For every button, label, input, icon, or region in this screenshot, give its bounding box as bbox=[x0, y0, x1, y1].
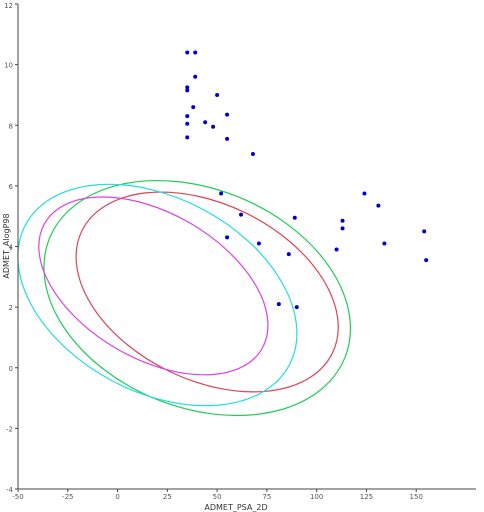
y-ticks: -4 -2 0 2 4 6 8 10 12 bbox=[4, 2, 18, 494]
data-point-14 bbox=[225, 136, 230, 141]
data-point-4 bbox=[185, 85, 190, 90]
x-axis-label: ADMET_PSA_2D bbox=[204, 503, 267, 512]
data-point-28 bbox=[286, 252, 291, 257]
data-point-1 bbox=[185, 50, 190, 55]
y-tick-label-8: 12 bbox=[4, 2, 13, 10]
y-axis-label: ADMET_AlogP98 bbox=[2, 213, 11, 278]
data-point-2 bbox=[193, 50, 198, 55]
data-point-15 bbox=[250, 152, 255, 157]
data-point-31 bbox=[294, 305, 299, 310]
x-tick-label-7: 125 bbox=[360, 493, 373, 501]
data-point-10 bbox=[203, 120, 208, 125]
confidence-ellipse-2 bbox=[75, 191, 339, 393]
data-point-22 bbox=[340, 226, 345, 231]
y-tick-label-0: -4 bbox=[6, 486, 14, 494]
x-tick-label-0: -50 bbox=[12, 493, 23, 501]
data-point-24 bbox=[225, 235, 230, 240]
data-point-8 bbox=[225, 112, 230, 117]
data-point-19 bbox=[239, 212, 244, 217]
confidence-ellipse-4 bbox=[38, 196, 269, 376]
data-point-27 bbox=[334, 247, 339, 252]
x-tick-label-2: 0 bbox=[115, 493, 119, 501]
x-tick-label-6: 100 bbox=[310, 493, 323, 501]
y-tick-label-5: 6 bbox=[9, 183, 14, 191]
y-tick-label-4: 4 bbox=[9, 244, 14, 252]
y-tick-label-7: 10 bbox=[4, 62, 13, 70]
ellipses-layer bbox=[17, 179, 352, 417]
data-point-9 bbox=[185, 114, 190, 119]
data-point-12 bbox=[211, 124, 216, 129]
y-tick-label-3: 2 bbox=[9, 304, 13, 312]
points-layer bbox=[185, 50, 429, 310]
data-point-18 bbox=[376, 203, 381, 208]
data-point-30 bbox=[276, 302, 281, 307]
x-tick-label-1: -25 bbox=[62, 493, 73, 501]
x-tick-label-3: 25 bbox=[163, 493, 172, 501]
x-ticks: -50 -25 0 25 50 75 100 125 150 bbox=[12, 489, 423, 501]
data-point-20 bbox=[292, 215, 297, 220]
data-point-13 bbox=[185, 135, 190, 140]
data-point-26 bbox=[382, 241, 387, 246]
data-point-23 bbox=[422, 229, 427, 234]
data-point-3 bbox=[193, 74, 198, 79]
y-tick-label-6: 8 bbox=[9, 122, 13, 130]
data-point-16 bbox=[219, 191, 224, 196]
data-point-25 bbox=[256, 241, 261, 246]
confidence-ellipse-1 bbox=[43, 179, 352, 417]
x-tick-label-8: 150 bbox=[410, 493, 423, 501]
y-tick-label-1: -2 bbox=[6, 425, 13, 433]
confidence-ellipse-3 bbox=[17, 183, 298, 407]
data-point-5 bbox=[185, 88, 190, 93]
data-point-17 bbox=[362, 191, 367, 196]
data-point-11 bbox=[185, 121, 190, 126]
data-point-21 bbox=[340, 218, 345, 223]
x-tick-label-4: 50 bbox=[213, 493, 222, 501]
x-tick-label-5: 75 bbox=[262, 493, 271, 501]
data-point-7 bbox=[191, 105, 196, 110]
data-point-6 bbox=[215, 92, 220, 97]
data-point-29 bbox=[424, 258, 429, 263]
y-tick-label-2: 0 bbox=[9, 365, 13, 373]
